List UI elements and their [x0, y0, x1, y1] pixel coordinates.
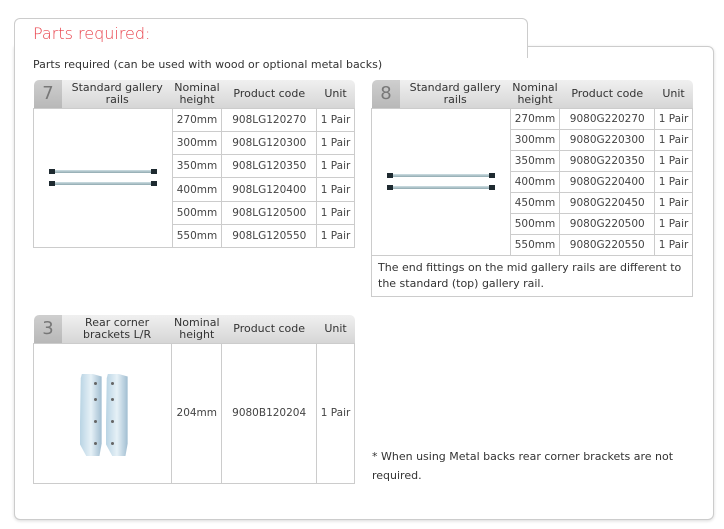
height-cell: 550mm	[171, 223, 223, 249]
page-title: Parts required:	[33, 24, 151, 43]
table-row: 350mm 9080G220350 1 Pair	[372, 149, 693, 172]
height-cell: 400mm	[509, 170, 561, 193]
part-image-cell	[371, 107, 511, 256]
table-row: 500mm 908LG120500 1 Pair	[34, 200, 355, 225]
col-code: Product code	[559, 80, 655, 108]
part-number: 7	[33, 80, 63, 108]
unit-cell: 1 Pair	[316, 130, 355, 156]
code-cell: 9080G220300	[559, 128, 656, 151]
unit-cell: 1 Pair	[654, 107, 693, 130]
table-row: 300mm 9080G220300 1 Pair	[372, 128, 693, 151]
height-cell: 350mm	[509, 149, 561, 172]
code-cell: 9080G220550	[559, 233, 656, 256]
code-cell: 908LG120400	[221, 177, 318, 202]
height-cell: 300mm	[509, 128, 561, 151]
unit-cell: 1 Pair	[316, 177, 355, 202]
part-name: Rear corner brackets L/R	[62, 315, 172, 343]
code-cell: 908LG120500	[221, 200, 318, 225]
height-cell: 270mm	[171, 107, 223, 132]
code-cell: 908LG120270	[221, 107, 318, 132]
subtitle: Parts required (can be used with wood or…	[33, 58, 383, 71]
table-row: 270mm 908LG120270 1 Pair	[33, 107, 355, 249]
footnote: * When using Metal backs rear corner bra…	[372, 450, 674, 482]
col-height: Nominal height	[510, 80, 560, 108]
col-unit: Unit	[316, 315, 355, 343]
part-number: 8	[371, 80, 401, 108]
code-cell: 9080G220500	[559, 212, 656, 235]
unit-cell: 1 Pair	[654, 170, 693, 193]
table-row: 204mm 9080B120204 1 Pair	[32, 342, 355, 484]
panel-tab	[14, 18, 528, 58]
unit-cell: 1 Pair	[654, 149, 693, 172]
height-cell: 550mm	[509, 233, 561, 256]
unit-cell: 1 Pair	[316, 154, 355, 179]
unit-cell: 1 Pair	[654, 128, 693, 151]
code-cell: 9080G220450	[559, 191, 656, 214]
part-name: Standard gallery rails	[62, 80, 173, 108]
part-name: Standard gallery rails	[400, 80, 511, 108]
unit-cell: 1 Pair	[316, 200, 355, 225]
unit-cell: 1 Pair	[654, 212, 693, 235]
col-code: Product code	[221, 315, 317, 343]
code-cell: 9080G220270	[559, 107, 656, 130]
height-cell: 450mm	[509, 191, 561, 214]
part-number: 3	[33, 315, 63, 343]
part-image-cell	[33, 107, 173, 249]
table-row: 500mm 9080G220500 1 Pair	[372, 212, 693, 235]
table-row: 350mm 908LG120350 1 Pair	[34, 154, 355, 179]
col-height: Nominal height	[172, 80, 222, 108]
code-cell: 908LG120350	[221, 154, 318, 179]
unit-cell: 1 Pair	[316, 223, 355, 249]
table-row: 400mm 9080G220400 1 Pair	[372, 170, 693, 193]
code-cell: 9080B120204	[221, 342, 318, 484]
parts-table-7: 7 Standard gallery rails Nominal height …	[33, 80, 355, 249]
height-cell: 500mm	[171, 200, 223, 225]
height-cell: 204mm	[171, 342, 223, 484]
table-row: 270mm 9080G220270 1 Pair	[371, 107, 693, 256]
height-cell: 400mm	[171, 177, 223, 202]
height-cell: 300mm	[171, 130, 223, 156]
part-image-cell	[32, 342, 173, 484]
code-cell: 9080G220400	[559, 170, 656, 193]
unit-cell: 1 Pair	[316, 342, 355, 484]
parts-table-3: 3 Rear corner brackets L/R Nominal heigh…	[32, 315, 355, 484]
code-cell: 908LG120300	[221, 130, 318, 156]
table-row: 400mm 908LG120400 1 Pair	[34, 177, 355, 202]
corner-brackets-image	[68, 368, 138, 458]
col-unit: Unit	[654, 80, 693, 108]
col-code: Product code	[221, 80, 317, 108]
parts-table-8: 8 Standard gallery rails Nominal height …	[371, 80, 693, 297]
code-cell: 9080G220350	[559, 149, 656, 172]
height-cell: 270mm	[509, 107, 561, 130]
gallery-rails-image	[385, 162, 497, 202]
col-unit: Unit	[316, 80, 355, 108]
col-height: Nominal height	[171, 315, 222, 343]
code-cell: 908LG120550	[221, 223, 318, 249]
unit-cell: 1 Pair	[654, 191, 693, 214]
gallery-rails-image	[47, 158, 159, 198]
height-cell: 350mm	[171, 154, 223, 179]
note-text: The end fittings on the mid gallery rail…	[371, 254, 693, 297]
table-row: 450mm 9080G220450 1 Pair	[372, 191, 693, 214]
height-cell: 500mm	[509, 212, 561, 235]
unit-cell: 1 Pair	[316, 107, 355, 132]
table-row: 300mm 908LG120300 1 Pair	[34, 130, 355, 156]
unit-cell: 1 Pair	[654, 233, 693, 256]
note-row: The end fittings on the mid gallery rail…	[371, 254, 693, 297]
table-row: 550mm 908LG120550 1 Pair	[34, 223, 355, 249]
